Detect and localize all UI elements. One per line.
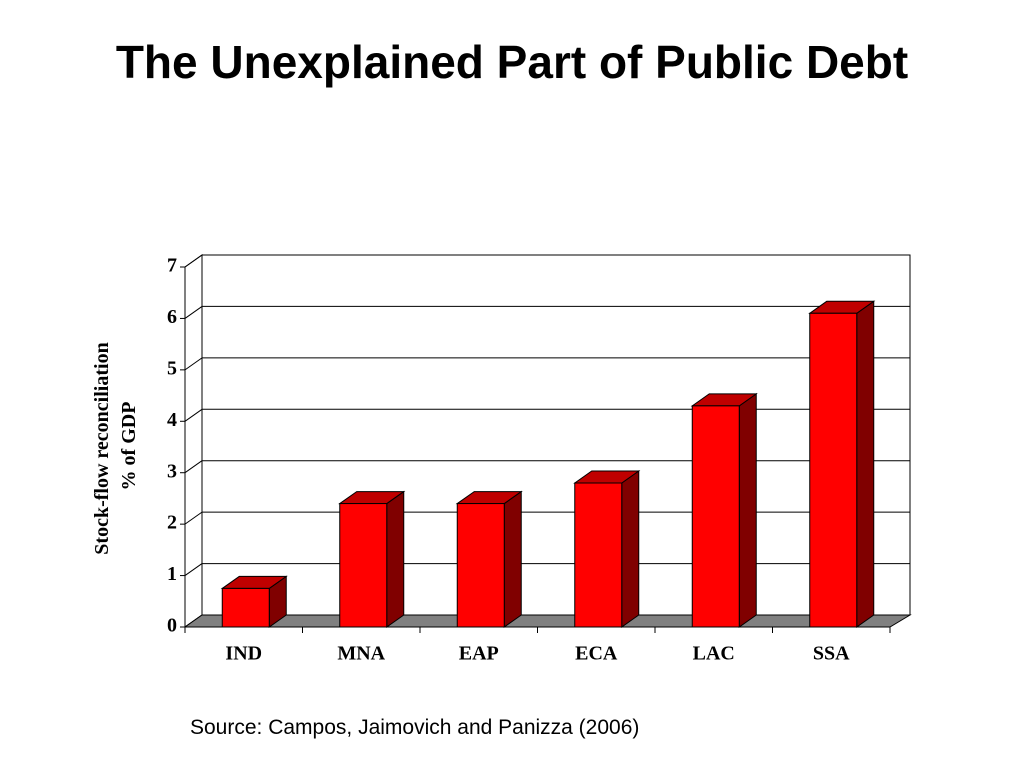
- y-tick-label: 4: [167, 409, 177, 431]
- bar: [691, 405, 740, 628]
- grid-line: [184, 511, 203, 525]
- y-tick-label: 1: [167, 563, 177, 585]
- bar: [339, 503, 388, 628]
- y-tick-label: 3: [167, 460, 177, 482]
- bar-side: [386, 490, 405, 628]
- y-tick-label: 6: [167, 306, 177, 328]
- x-tick-label: IND: [225, 643, 262, 665]
- floor: [183, 614, 912, 628]
- x-tick-label: LAC: [693, 643, 735, 665]
- grid-line: [184, 563, 203, 576]
- bar: [574, 482, 623, 628]
- source-note: Source: Campos, Jaimovich and Panizza (2…: [190, 716, 640, 739]
- grid-line: [184, 254, 203, 268]
- bar-side: [738, 392, 757, 628]
- x-tick-label: SSA: [813, 643, 850, 665]
- x-tick-label: EAP: [459, 643, 499, 665]
- bar-side: [856, 300, 875, 628]
- slide-title: The Unexplained Part of Public Debt: [115, 36, 909, 88]
- bar: [809, 312, 858, 628]
- grid-line: [184, 306, 203, 319]
- bar-side: [503, 490, 522, 628]
- y-axis-label-line: Stock-flow reconciliation: [91, 342, 113, 554]
- y-tick-label: 5: [167, 357, 177, 379]
- y-tick-label: 7: [167, 255, 177, 277]
- grid-line: [184, 408, 203, 422]
- bar-side: [621, 470, 640, 628]
- y-tick-label: 2: [167, 512, 177, 534]
- grid-line: [184, 460, 203, 474]
- grid-line: [184, 357, 203, 371]
- y-axis-label-line: % of GDP: [118, 402, 140, 491]
- bar: [221, 587, 270, 628]
- y-tick-label: 0: [167, 615, 177, 637]
- side-wall: [184, 254, 203, 628]
- x-tick-label: ECA: [575, 643, 618, 665]
- bar: [456, 503, 505, 628]
- x-tick-label: MNA: [337, 643, 385, 665]
- y-axis-label: Stock-flow reconciliation % of GDP: [91, 337, 140, 554]
- back-wall: [201, 254, 911, 616]
